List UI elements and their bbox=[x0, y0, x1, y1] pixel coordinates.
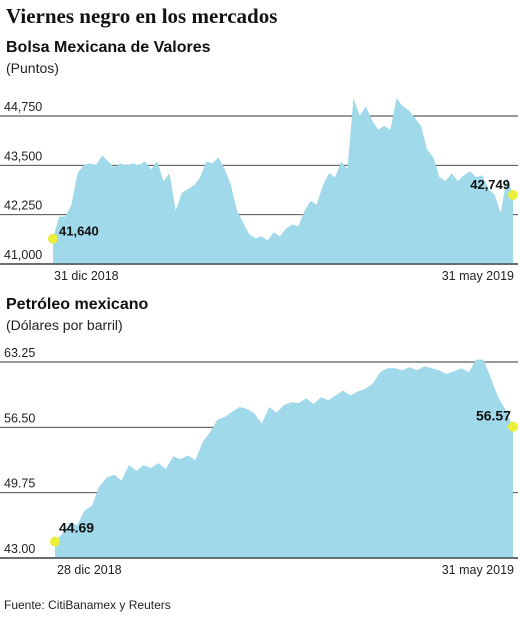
chart-bmv: 41,000 42,250 43,500 44,750 41,640 42,749 31 d… bbox=[0, 98, 518, 283]
end-marker bbox=[508, 189, 518, 200]
end-value-label: 56.57 bbox=[476, 408, 511, 424]
end-marker bbox=[508, 421, 518, 432]
chart-petroleo: 43.00 49.75 56.50 63.25 44.69 56.57 28 dic 201… bbox=[0, 346, 518, 577]
start-marker bbox=[48, 233, 58, 244]
chart-subtitle-petroleo: (Dólares por barril) bbox=[6, 317, 123, 333]
y-tick-label: 63.25 bbox=[4, 346, 35, 360]
y-tick-label: 42,250 bbox=[4, 199, 42, 213]
chart-subtitle-bmv: (Puntos) bbox=[6, 60, 59, 76]
start-value-label: 44.69 bbox=[59, 520, 94, 536]
x-end-label: 31 may 2019 bbox=[442, 269, 514, 283]
y-tick-label: 44,750 bbox=[4, 100, 42, 114]
y-tick-label: 49.75 bbox=[4, 477, 35, 491]
chart-title-petroleo: Petróleo mexicano bbox=[6, 296, 149, 313]
y-tick-label: 56.50 bbox=[4, 411, 35, 425]
y-tick-label: 43.00 bbox=[4, 542, 35, 556]
page-title: Viernes negro en los mercados bbox=[6, 4, 278, 28]
end-value-label: 42,749 bbox=[470, 177, 510, 192]
start-marker bbox=[50, 536, 60, 547]
chart-title-bmv: Bolsa Mexicana de Valores bbox=[6, 39, 211, 56]
x-end-label: 31 may 2019 bbox=[442, 563, 514, 577]
area-series bbox=[53, 98, 513, 264]
y-tick-label: 41,000 bbox=[4, 248, 42, 262]
start-value-label: 41,640 bbox=[59, 224, 99, 239]
y-tick-label: 43,500 bbox=[4, 149, 42, 163]
area-series bbox=[55, 359, 513, 558]
source-note: Fuente: CitiBanamex y Reuters bbox=[4, 598, 171, 612]
x-start-label: 28 dic 2018 bbox=[57, 563, 122, 577]
x-start-label: 31 dic 2018 bbox=[54, 269, 119, 283]
